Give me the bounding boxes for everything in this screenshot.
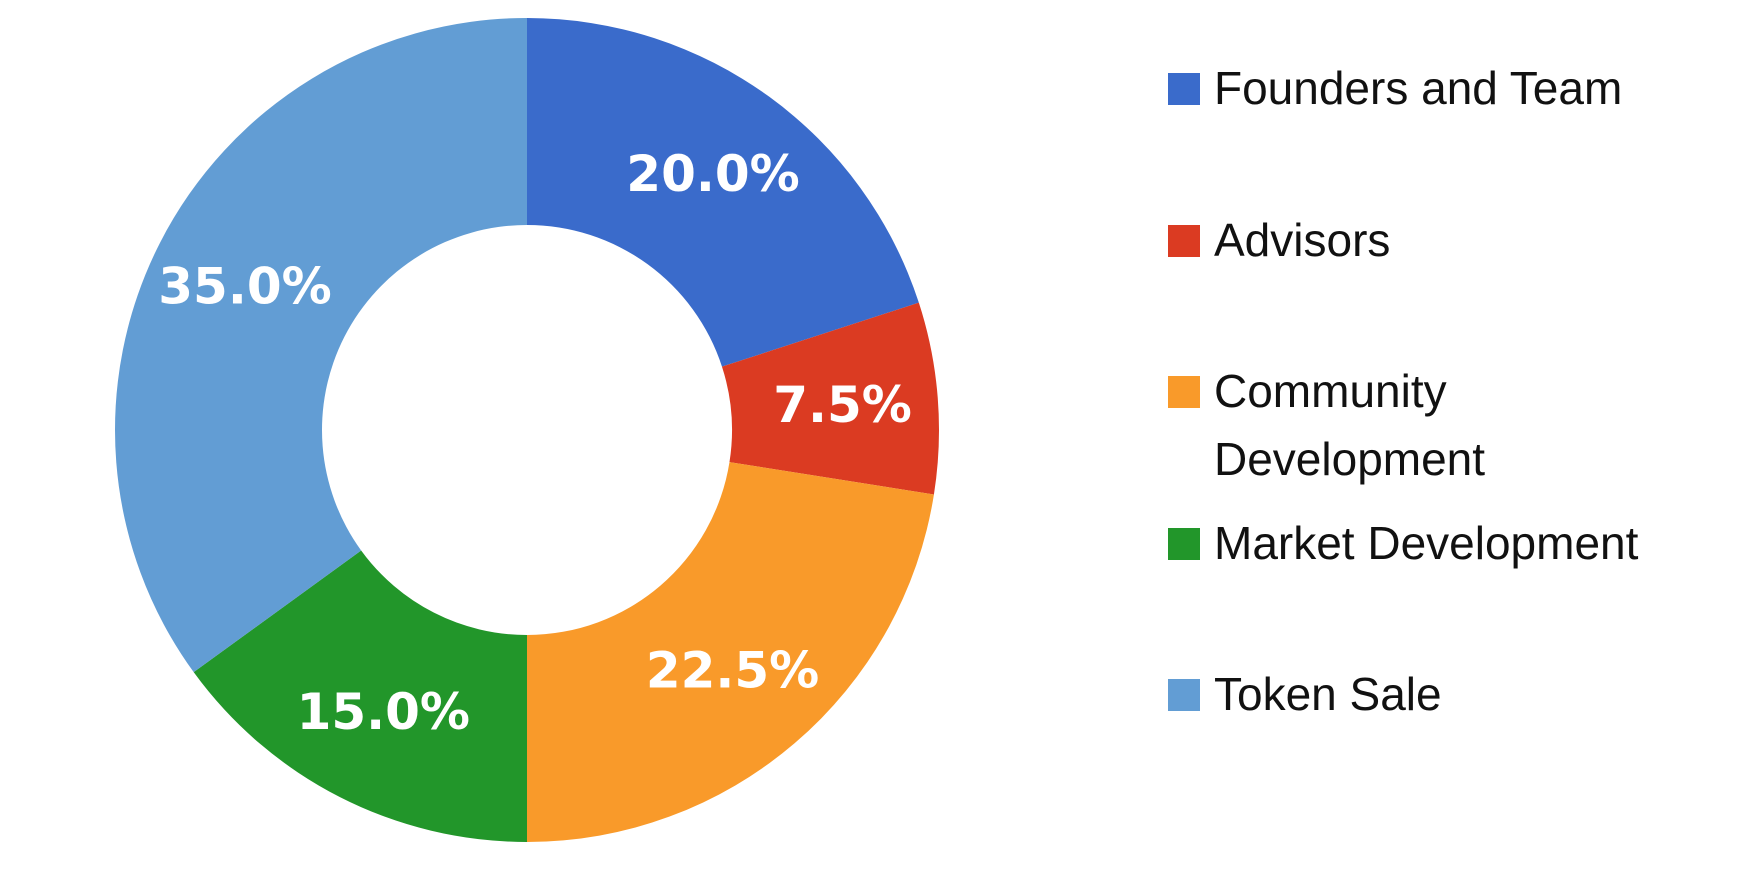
legend-swatch xyxy=(1168,528,1200,560)
legend-label: Community Development xyxy=(1214,365,1486,485)
slice-community-development xyxy=(527,462,934,842)
legend-label: Advisors xyxy=(1214,214,1391,266)
legend-swatch xyxy=(1168,376,1200,408)
slice-founders-and-team xyxy=(527,18,919,367)
legend-item-founders-and-team: Founders and Team xyxy=(1168,62,1622,122)
legend-item-advisors: Advisors xyxy=(1168,214,1390,274)
chart-legend: Founders and Team Advisors Community Devel… xyxy=(1168,0,1748,870)
donut-chart: 20.0% 7.5% 22.5% 15.0% 35.0% xyxy=(115,18,939,842)
legend-item-community-development: Community Development xyxy=(1168,365,1574,493)
donut-chart-svg: 20.0% 7.5% 22.5% 15.0% 35.0% xyxy=(115,18,939,842)
slices-group xyxy=(115,18,939,842)
slice-label-market-development: 15.0% xyxy=(297,683,470,741)
slice-label-token-sale: 35.0% xyxy=(158,257,331,315)
slice-market-development xyxy=(193,550,527,842)
legend-label: Token Sale xyxy=(1214,668,1442,720)
slice-advisors xyxy=(721,302,939,495)
legend-item-token-sale: Token Sale xyxy=(1168,668,1442,728)
legend-label: Market Development xyxy=(1214,517,1639,569)
legend-swatch xyxy=(1168,679,1200,711)
legend-label: Founders and Team xyxy=(1214,62,1623,114)
legend-swatch xyxy=(1168,73,1200,105)
legend-item-market-development: Market Development xyxy=(1168,517,1638,577)
slice-labels-group: 20.0% 7.5% 22.5% 15.0% 35.0% xyxy=(158,145,912,741)
slice-label-founders-and-team: 20.0% xyxy=(626,145,799,203)
slice-token-sale xyxy=(115,18,527,673)
slice-label-advisors: 7.5% xyxy=(773,376,912,434)
slice-label-community-development: 22.5% xyxy=(646,642,819,700)
legend-swatch xyxy=(1168,225,1200,257)
